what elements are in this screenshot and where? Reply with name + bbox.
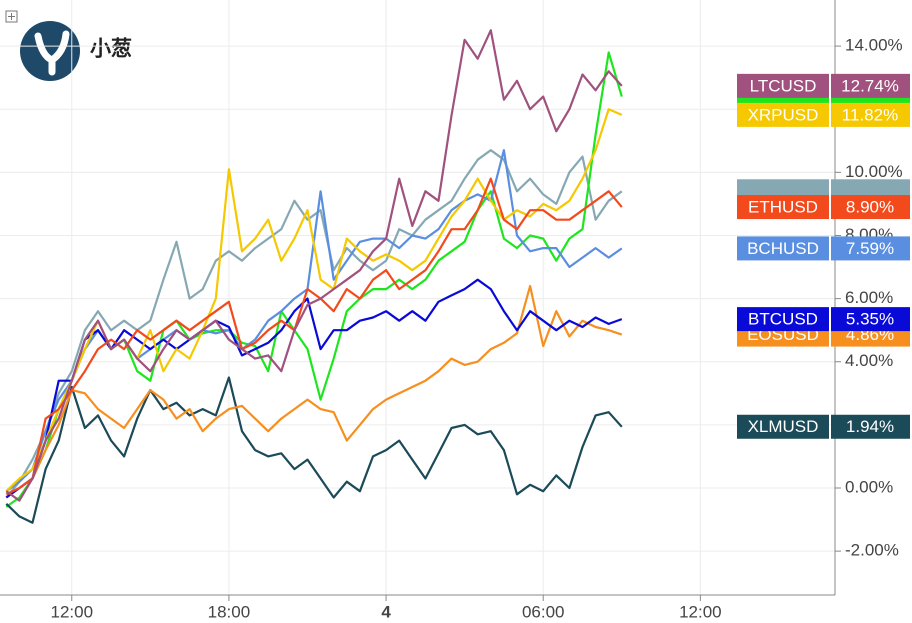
legend-name-box xyxy=(737,307,829,332)
logo: 小葱 xyxy=(20,21,132,81)
legend-name: LTCUSD xyxy=(750,76,817,95)
legend-name-box xyxy=(737,195,829,220)
toggle-icon-plus xyxy=(8,13,15,20)
legend-name-box xyxy=(737,236,829,261)
series-line xyxy=(5,284,623,499)
series-line xyxy=(5,376,623,524)
x-tick-label: 12:00 xyxy=(50,602,93,621)
value-label: 11.82% xyxy=(842,105,898,124)
legend-name: XLMUSD xyxy=(748,417,819,436)
y-tick-label: 14.00% xyxy=(845,36,903,55)
x-tick-label: 4 xyxy=(381,602,391,621)
x-tick-label: 06:00 xyxy=(522,602,565,621)
legend-name: XRPUSD xyxy=(748,105,819,124)
legend-value-box xyxy=(831,307,910,332)
y-tick-label: -2.00% xyxy=(845,541,899,560)
toggle-icon[interactable] xyxy=(5,10,18,23)
legend-name: BTCUSD xyxy=(748,310,818,329)
legend-name-box xyxy=(737,102,829,127)
logo-mark xyxy=(34,30,70,76)
value-label: 8.90% xyxy=(846,198,894,217)
x-tick-label: 12:00 xyxy=(679,602,722,621)
y-tick-label: 4.00% xyxy=(845,351,893,370)
series-line xyxy=(5,177,623,496)
legend-name: ETHUSD xyxy=(748,198,818,217)
logo-text: 小葱 xyxy=(90,38,132,61)
series-line xyxy=(5,108,623,492)
series-line xyxy=(5,29,623,502)
legend-name-box xyxy=(737,414,829,439)
value-label: 5.35% xyxy=(846,310,894,329)
legend-name-box xyxy=(737,73,829,98)
legend-name: BCHUSD xyxy=(747,239,819,258)
series-line xyxy=(5,149,623,499)
legend-value-box xyxy=(831,73,910,98)
series-line xyxy=(5,51,623,508)
y-tick-label: 6.00% xyxy=(845,288,893,307)
value-label: 12.74% xyxy=(841,76,899,95)
y-tick-label: 0.00% xyxy=(845,477,893,496)
legend-value-box xyxy=(831,236,910,261)
legend-value-box xyxy=(831,195,910,220)
value-label: 1.94% xyxy=(846,417,894,436)
y-tick-label: 10.00% xyxy=(845,162,903,181)
x-tick-label: 18:00 xyxy=(208,602,251,621)
legend-value-box xyxy=(831,414,910,439)
value-label: 7.59% xyxy=(846,239,894,258)
legend-value-box xyxy=(831,102,910,127)
